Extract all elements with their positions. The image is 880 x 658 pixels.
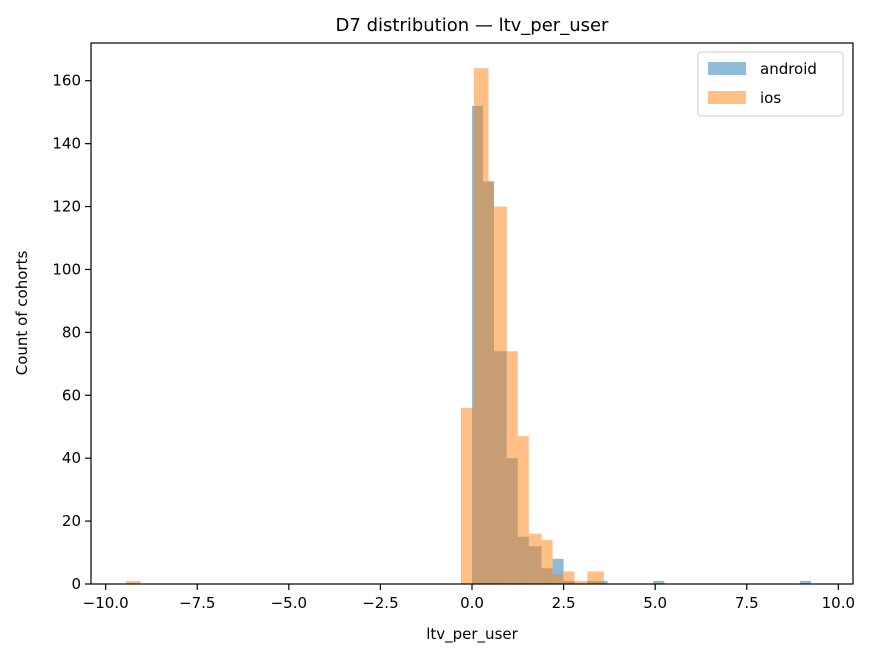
bar-ios-5 [506,351,518,584]
bar-ios-8 [541,539,553,584]
y-tick-label: 60 [62,386,81,404]
legend-label-android: android [760,60,817,78]
bar-ios-4 [493,206,507,584]
x-tick-label: 7.5 [735,594,759,612]
y-tick-label: 80 [62,323,81,341]
x-tick-label: 10.0 [822,594,855,612]
y-tick-label: 20 [62,512,81,530]
bars-layer [125,68,811,584]
bar-ios-11 [574,580,588,584]
x-tick-label: −5.0 [271,594,307,612]
bar-ios-2 [473,68,489,584]
x-tick-label: 0.0 [460,594,484,612]
y-tick-label: 120 [52,198,81,216]
legend-label-ios: ios [760,89,781,107]
bar-android-12 [653,580,665,584]
bar-ios-1 [461,407,474,584]
bar-ios-7 [528,533,542,584]
bar-ios-3 [488,181,494,584]
y-axis-ticks: 0 20 40 60 80 100 120 140 160 [52,72,91,593]
x-tick-label: −2.5 [362,594,398,612]
legend: android ios [697,51,844,117]
bar-android-7 [552,558,564,584]
bar-ios-10 [563,571,575,584]
bar-ios-9 [552,574,564,584]
y-axis-label: Count of cohorts [13,251,31,376]
legend-swatch-android [708,62,746,75]
x-axis-label: ltv_per_user [426,625,518,644]
legend-swatch-ios [708,91,746,104]
chart-title: D7 distribution — ltv_per_user [336,15,610,36]
y-tick-label: 100 [52,260,81,278]
bar-android-13 [799,580,811,584]
bar-android-1 [482,181,494,584]
y-tick-label: 140 [52,135,81,153]
y-tick-label: 0 [71,575,81,593]
y-tick-label: 40 [62,449,81,467]
bar-ios-12 [587,571,604,584]
x-tick-label: 2.5 [552,594,576,612]
x-axis-ticks: −10.0 −7.5 −5.0 −2.5 0.0 2.5 5.0 7.5 10.0 [83,584,855,612]
x-tick-label: −10.0 [83,594,129,612]
y-tick-label: 160 [52,72,81,90]
bar-ios-6 [517,436,529,584]
x-tick-label: −7.5 [179,594,215,612]
x-tick-label: 5.0 [643,594,667,612]
bar-ios-0 [125,580,141,584]
